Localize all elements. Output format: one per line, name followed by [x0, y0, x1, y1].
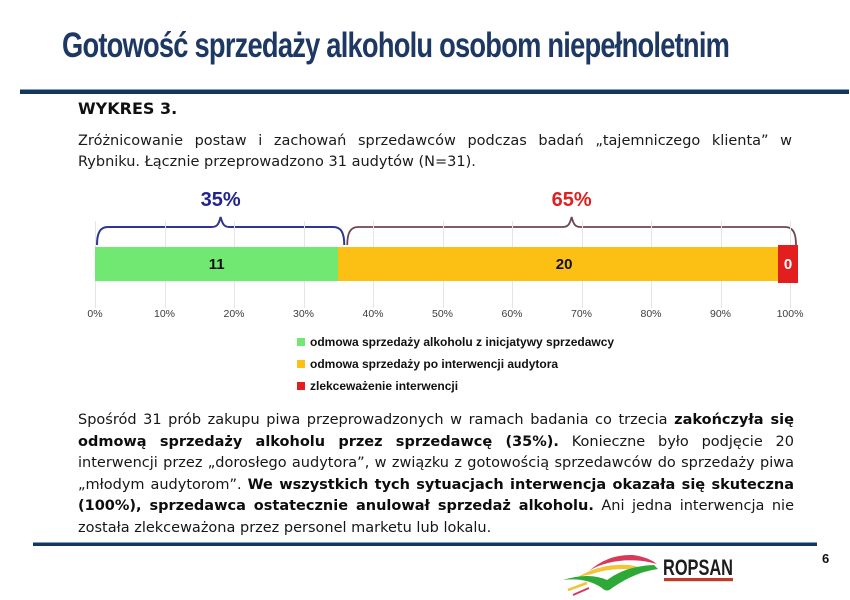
x-axis-tick-label: 40%	[362, 308, 384, 320]
bar-segment-value: 20	[555, 255, 573, 273]
x-axis-tick-label: 60%	[501, 308, 523, 320]
figure-intro-text: Zróżnicowanie postaw i zachowań sprzedaw…	[78, 133, 792, 170]
bar-segment-value: 11	[208, 255, 225, 273]
legend-item: odmowa sprzedaży po interwencji audytora	[297, 357, 614, 371]
x-axis-tick-label: 90%	[709, 308, 732, 320]
legend-swatch-icon	[297, 338, 305, 346]
plot-area: 11 20 0	[95, 221, 798, 308]
body-paragraph: Spośród 31 prób zakupu piwa przeprowadzo…	[78, 410, 794, 539]
page-title: Gotowość sprzedaży alkoholu osobom niepe…	[62, 26, 730, 65]
stacked-bar: 11 20 0	[95, 245, 798, 283]
legend-item: odmowa sprzedaży alkoholu z inicjatywy s…	[297, 335, 614, 349]
x-axis: 0% 10% 20% 30% 40% 50% 60% 70% 80% 90% 100%	[87, 308, 803, 322]
logo-speedline-red-icon	[572, 587, 590, 596]
stacked-bar-chart: 11 20 0 0% 10% 20% 30% 40% 50% 60% 70% 80% 90% 100% …	[87, 185, 803, 401]
logo-speedline-yellow-icon	[567, 581, 588, 592]
logo-underline	[664, 578, 733, 582]
bracket-percent-label: 35%	[200, 189, 241, 211]
body-text-bold: We wszystkich tych sytuacjach interwencj…	[78, 476, 794, 515]
legend-label: zlekceważenie interwencji	[310, 379, 459, 393]
x-axis-tick-label: 50%	[431, 308, 454, 320]
figure-heading: WYKRES 3.	[78, 99, 178, 118]
legend-label: odmowa sprzedaży alkoholu z inicjatywy s…	[310, 335, 615, 349]
x-axis-tick-label: 10%	[153, 308, 176, 320]
logo-text: ROPSAN	[663, 555, 733, 580]
logo-red-swoosh-icon	[589, 554, 657, 571]
body-text: Konieczne było podjęcie 20 interwencji p…	[78, 433, 794, 493]
bar-segment-1: 11	[95, 247, 339, 281]
x-axis-tick-label: 100%	[776, 308, 804, 320]
brace-35%	[96, 216, 346, 246]
bar-segment-zero: 0	[778, 245, 798, 283]
legend-item: zlekceważenie interwencji	[297, 379, 614, 393]
bar-segment-2: 20	[338, 247, 790, 281]
logo-yellow-swoosh-icon	[578, 564, 648, 577]
ropsan-logo: ROPSAN	[563, 554, 733, 596]
legend-swatch-icon	[297, 382, 305, 390]
body-text-bold: zakończyła się odmową sprzedaży alkoholu…	[78, 412, 794, 450]
x-axis-tick-label: 70%	[570, 308, 593, 320]
bottom-divider	[33, 542, 817, 546]
logo-green-swoosh-icon	[563, 565, 658, 591]
x-axis-tick-label: 0%	[87, 308, 103, 320]
legend-swatch-icon	[297, 360, 305, 368]
x-axis-tick-label: 80%	[640, 308, 662, 320]
x-axis-tick-label: 30%	[292, 308, 315, 320]
legend-label: odmowa sprzedaży po interwencji audytora	[310, 357, 559, 371]
bracket-percent-label: 65%	[551, 189, 592, 211]
body-text: Spośród 31 prób zakupu piwa przeprowadzo…	[78, 412, 675, 428]
page-number: 6	[822, 551, 830, 566]
top-divider	[20, 89, 849, 94]
body-text: Ani jedna interwencja nie została zlekce…	[78, 498, 794, 536]
legend: odmowa sprzedaży alkoholu z inicjatywy s…	[297, 335, 614, 401]
x-axis-tick-label: 20%	[223, 308, 245, 320]
